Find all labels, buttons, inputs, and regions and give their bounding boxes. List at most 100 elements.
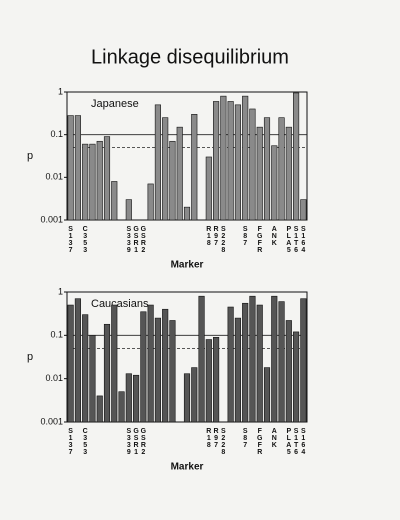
y-tick-label: 0.01 bbox=[45, 172, 63, 182]
bar bbox=[263, 117, 271, 221]
x-tick-label: R97 bbox=[213, 226, 220, 247]
x-tick-label: S87 bbox=[242, 428, 249, 449]
x-tick-label: S339 bbox=[125, 226, 132, 254]
bar bbox=[103, 136, 111, 221]
y-axis-label: p bbox=[27, 150, 33, 162]
y-tick-label: 0.1 bbox=[50, 330, 63, 340]
y-tick-label: 0.01 bbox=[45, 373, 63, 383]
x-tick-label: S1T6 bbox=[293, 428, 300, 456]
bar bbox=[82, 314, 89, 423]
bar bbox=[82, 143, 89, 221]
x-tick-label: S339 bbox=[125, 428, 132, 456]
bar bbox=[205, 339, 212, 423]
bar bbox=[67, 304, 74, 423]
x-tick-label: FGFR bbox=[256, 226, 263, 254]
bar bbox=[103, 323, 111, 423]
page-title: Linkage disequilibrium bbox=[91, 46, 289, 68]
bar bbox=[169, 320, 176, 423]
bar bbox=[205, 156, 212, 221]
bar bbox=[293, 92, 300, 221]
y-tick-label: 1 bbox=[58, 286, 63, 296]
bar bbox=[96, 140, 103, 221]
x-tick-label: S87 bbox=[242, 226, 249, 247]
x-tick-label: R97 bbox=[213, 428, 220, 449]
x-tick-label: S164 bbox=[300, 226, 307, 254]
panel-label: Caucasians bbox=[91, 298, 149, 310]
bar bbox=[74, 298, 81, 423]
bar bbox=[227, 306, 234, 423]
bar bbox=[133, 374, 140, 423]
bar bbox=[89, 335, 96, 423]
bar bbox=[278, 117, 285, 221]
y-tick-label: 1 bbox=[58, 86, 63, 96]
x-tick-label: S228 bbox=[220, 226, 227, 254]
bar bbox=[118, 391, 125, 423]
x-tick-label: S164 bbox=[300, 428, 307, 456]
bar bbox=[213, 337, 220, 423]
bar bbox=[227, 101, 234, 221]
x-tick-label: PLA5 bbox=[285, 428, 292, 456]
bar bbox=[234, 104, 241, 221]
bar bbox=[67, 115, 74, 221]
bar bbox=[300, 298, 307, 423]
bar bbox=[285, 320, 292, 423]
x-tick-label: FGFR bbox=[256, 428, 263, 456]
x-tick-label: ANK bbox=[271, 226, 278, 247]
x-tick-label: GSR1 bbox=[132, 428, 139, 456]
x-tick-label: S137 bbox=[67, 226, 74, 254]
bar bbox=[213, 101, 220, 221]
x-tick-label: GSR2 bbox=[140, 226, 147, 254]
x-tick-label: GSR2 bbox=[140, 428, 147, 456]
x-tick-label: R18 bbox=[205, 428, 212, 449]
bar bbox=[111, 304, 118, 423]
x-tick-label: ANK bbox=[271, 428, 278, 449]
x-tick-label: GSR1 bbox=[132, 226, 139, 254]
bar bbox=[256, 304, 263, 423]
x-tick-label: S137 bbox=[67, 428, 74, 456]
bar bbox=[125, 199, 132, 221]
bar bbox=[300, 199, 307, 221]
bar bbox=[242, 95, 249, 221]
bar bbox=[234, 317, 241, 423]
y-axis-label: p bbox=[27, 351, 33, 363]
bar bbox=[74, 115, 81, 221]
bar bbox=[169, 140, 176, 221]
bar bbox=[271, 145, 278, 221]
bar bbox=[249, 108, 256, 221]
x-axis-label: Marker bbox=[171, 260, 204, 271]
bar bbox=[191, 114, 198, 221]
bar bbox=[147, 304, 154, 423]
bar bbox=[285, 126, 292, 221]
bar bbox=[183, 206, 191, 221]
x-axis-label: Marker bbox=[171, 462, 204, 473]
bar bbox=[263, 367, 271, 423]
bar bbox=[293, 331, 300, 423]
x-tick-label: S1T6 bbox=[293, 226, 300, 254]
bar bbox=[162, 117, 169, 221]
x-tick-label: C353 bbox=[82, 226, 89, 254]
x-tick-label: S228 bbox=[220, 428, 227, 456]
panel-label: Japanese bbox=[91, 98, 139, 110]
bar bbox=[176, 126, 183, 221]
bar bbox=[242, 302, 249, 423]
y-tick-label: 0.001 bbox=[40, 416, 63, 426]
bar bbox=[191, 367, 198, 423]
x-tick-label: PLA5 bbox=[285, 226, 292, 254]
bar bbox=[96, 395, 103, 423]
bar bbox=[140, 311, 147, 423]
bar bbox=[183, 373, 191, 423]
y-tick-label: 0.001 bbox=[40, 214, 63, 224]
bar bbox=[125, 373, 132, 423]
y-tick-label: 0.1 bbox=[50, 129, 63, 139]
bar bbox=[271, 295, 278, 423]
bar bbox=[162, 308, 169, 423]
bar bbox=[147, 183, 154, 221]
bar bbox=[249, 295, 256, 423]
plot-frame bbox=[66, 91, 308, 221]
bar bbox=[111, 181, 118, 221]
bar bbox=[256, 126, 263, 221]
bar bbox=[154, 317, 161, 423]
bar bbox=[198, 295, 205, 423]
x-tick-label: C353 bbox=[82, 428, 89, 456]
